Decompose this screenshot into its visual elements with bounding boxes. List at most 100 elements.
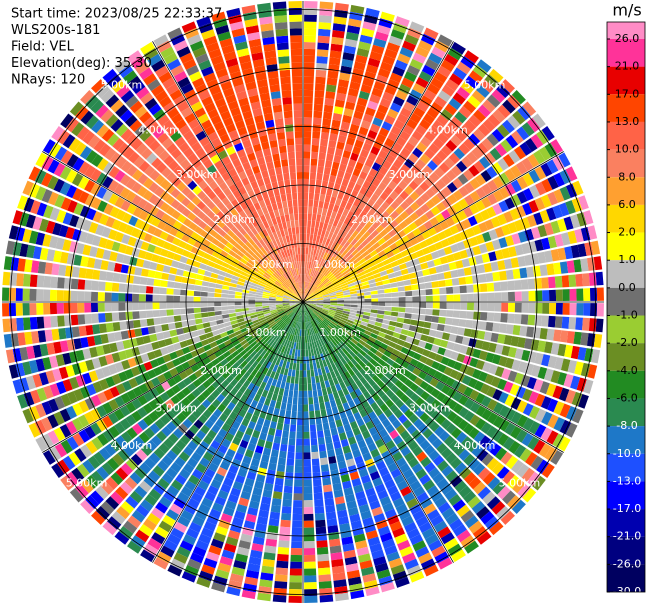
gate <box>169 329 178 337</box>
gate <box>359 368 367 377</box>
gate <box>343 241 351 249</box>
gate <box>219 460 231 471</box>
gate <box>322 344 328 352</box>
gate <box>501 368 511 380</box>
gate <box>487 412 499 425</box>
gate <box>305 289 308 296</box>
gate <box>469 414 481 426</box>
gate <box>313 227 319 236</box>
gate <box>140 327 149 336</box>
gate <box>127 515 142 529</box>
gate <box>250 414 259 424</box>
gate <box>559 403 571 418</box>
gate <box>261 389 269 398</box>
gate <box>292 513 303 521</box>
gate <box>306 274 309 282</box>
gate <box>227 305 235 310</box>
gate <box>176 390 186 401</box>
gate <box>36 387 48 402</box>
gate <box>280 443 288 452</box>
gate <box>388 366 397 375</box>
gate <box>376 261 385 269</box>
gate <box>371 298 379 302</box>
gate <box>104 354 115 365</box>
gate <box>465 275 474 285</box>
gate <box>161 381 171 391</box>
gate <box>489 521 504 536</box>
gate <box>243 316 251 321</box>
gate <box>457 210 468 221</box>
gate <box>583 379 594 394</box>
gate <box>546 383 557 397</box>
gate <box>16 273 24 287</box>
gate <box>161 455 174 467</box>
gate <box>162 354 172 363</box>
gate <box>578 195 589 210</box>
gate <box>497 260 506 271</box>
gate <box>194 486 206 497</box>
gate <box>377 181 387 191</box>
gate <box>431 545 446 558</box>
gate <box>303 178 309 186</box>
gate <box>315 292 322 297</box>
gate <box>324 230 330 239</box>
gate <box>345 31 359 41</box>
gate <box>8 303 17 317</box>
gate <box>390 468 402 479</box>
gate <box>265 476 275 485</box>
gate <box>513 444 527 458</box>
gate <box>310 369 315 377</box>
gate <box>243 379 251 388</box>
gate <box>95 368 105 380</box>
gate <box>448 333 457 343</box>
gate <box>437 34 453 47</box>
gate <box>415 158 427 170</box>
gate <box>445 470 458 483</box>
gate <box>495 143 508 157</box>
gate <box>293 321 297 328</box>
gate <box>426 336 436 344</box>
gate <box>173 521 188 534</box>
gate <box>355 316 363 321</box>
gate <box>350 442 359 452</box>
gate <box>303 534 315 542</box>
gate <box>331 319 339 325</box>
gate <box>227 298 235 302</box>
gate <box>296 315 300 322</box>
gate <box>132 311 140 320</box>
gate <box>298 397 303 405</box>
gate <box>346 353 354 361</box>
gate <box>471 90 486 104</box>
gate <box>508 246 517 258</box>
gate <box>345 202 353 211</box>
gate <box>359 445 370 456</box>
gate <box>42 357 52 371</box>
gate <box>293 500 303 508</box>
gate <box>75 349 85 362</box>
gate <box>347 376 355 385</box>
gate <box>229 442 239 452</box>
gate <box>340 316 348 322</box>
gate <box>235 430 245 440</box>
gate <box>84 397 96 410</box>
gate <box>311 312 317 318</box>
gate <box>309 298 317 301</box>
gate <box>463 100 477 114</box>
gate <box>228 312 237 318</box>
gate <box>297 349 301 357</box>
gate <box>567 230 578 245</box>
gate <box>349 123 360 133</box>
gate <box>369 358 378 366</box>
gate <box>329 196 337 205</box>
gate <box>323 296 331 299</box>
gate <box>50 276 58 289</box>
gate <box>329 309 337 313</box>
gate <box>522 488 537 503</box>
gate <box>461 374 472 386</box>
gate <box>440 108 453 121</box>
gate <box>355 433 364 443</box>
gate <box>329 50 342 59</box>
gate <box>310 348 315 357</box>
gate <box>214 350 223 358</box>
gate <box>322 222 329 231</box>
